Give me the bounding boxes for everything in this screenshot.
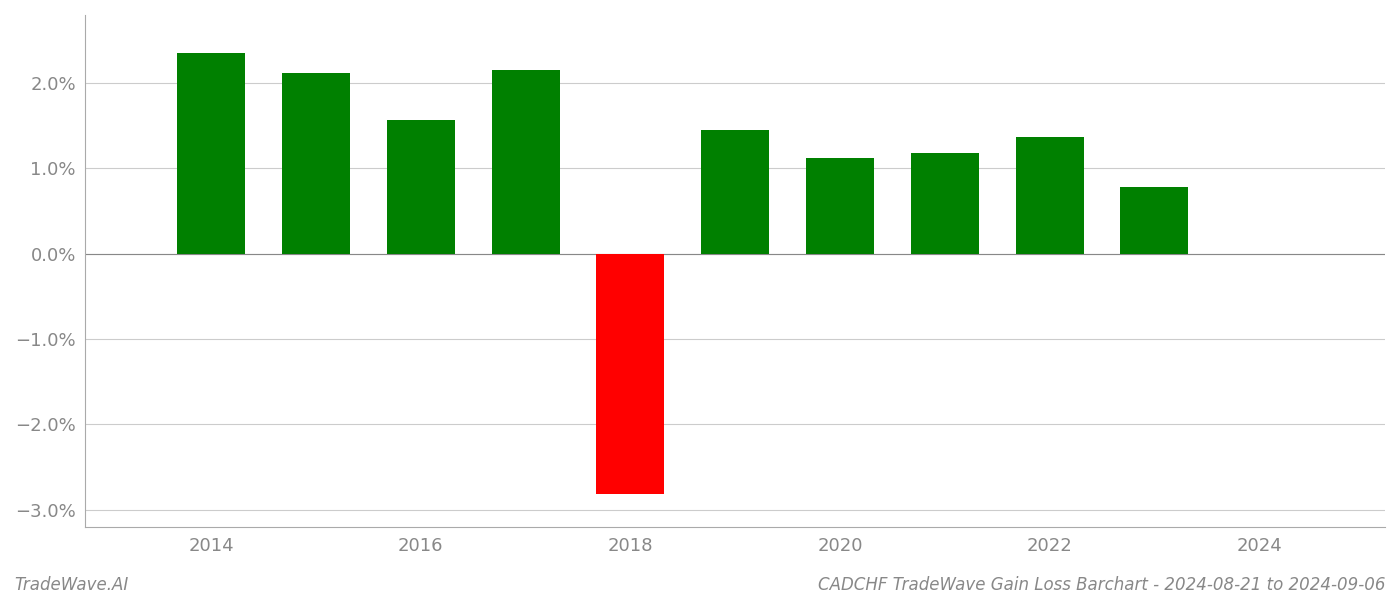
Bar [1120,187,1189,254]
Text: TradeWave.AI: TradeWave.AI [14,576,129,594]
Bar [806,158,874,254]
Bar [701,130,769,254]
Bar [1015,137,1084,254]
Bar [178,53,245,254]
Text: CADCHF TradeWave Gain Loss Barchart - 2024-08-21 to 2024-09-06: CADCHF TradeWave Gain Loss Barchart - 20… [819,576,1386,594]
Bar [911,153,979,254]
Bar [281,73,350,254]
Bar [596,254,665,494]
Bar [491,70,560,254]
Bar [386,120,455,254]
